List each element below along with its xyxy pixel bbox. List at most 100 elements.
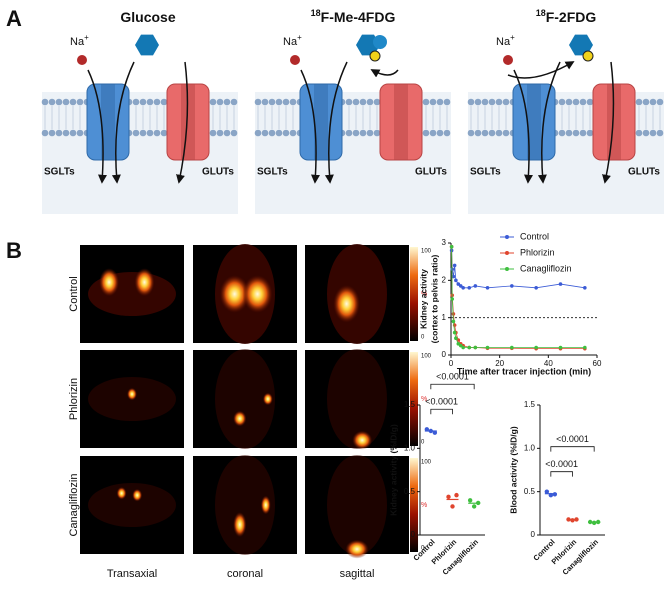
sglt-core <box>101 84 115 160</box>
data-point <box>467 498 473 503</box>
lipid-head <box>146 129 154 137</box>
lipid-head <box>366 98 374 106</box>
radio-symbol <box>369 50 381 62</box>
data-point <box>534 345 538 350</box>
lipid-head <box>495 129 503 137</box>
uptake-spot <box>352 430 373 450</box>
lipid-head <box>495 98 503 106</box>
lipid-head <box>422 98 430 106</box>
data-point <box>451 274 456 279</box>
data-point <box>591 520 597 526</box>
lipid-head <box>146 98 154 106</box>
data-point <box>450 504 455 509</box>
data-point <box>456 282 461 286</box>
lipid-head <box>642 129 650 137</box>
lipid-head <box>481 129 489 137</box>
panel-title: 18F-2FDG <box>536 8 597 24</box>
data-point <box>595 519 601 525</box>
row-label: Control <box>68 276 80 311</box>
ion-name: Na <box>283 36 298 48</box>
lipid-head <box>76 98 84 106</box>
transport-arrow <box>324 61 348 184</box>
glut-core <box>607 84 621 160</box>
legend-label: Control <box>520 231 549 241</box>
y-tick-label: 0 <box>411 530 416 539</box>
lipid-head <box>261 98 269 106</box>
data-point <box>475 500 481 506</box>
lipid-head <box>209 98 217 106</box>
lipid-head <box>352 98 360 106</box>
lipid-head <box>359 98 367 106</box>
lipid-head <box>69 129 77 137</box>
lipid-head <box>558 98 566 106</box>
sglt-core <box>314 84 328 160</box>
data-point <box>458 343 463 348</box>
lipid-head <box>268 129 276 137</box>
data-point <box>451 312 456 316</box>
data-point <box>467 345 472 350</box>
uptake-spot <box>132 488 143 502</box>
glucose-hexagon <box>135 34 159 56</box>
row-label: Canagliflozin <box>68 474 80 537</box>
body-outline <box>215 455 275 555</box>
y-tick-label: 0.5 <box>524 487 536 496</box>
panel-label: B <box>6 238 22 263</box>
lipid-head <box>153 129 161 137</box>
colorbar-max: 100 <box>421 354 432 360</box>
body-outline <box>215 349 275 449</box>
y-tick-label: 1.5 <box>404 400 416 409</box>
uptake-spot <box>134 268 155 297</box>
transporter-label: GLUTs <box>202 167 234 178</box>
ion-name: Na <box>496 36 511 48</box>
significance-bracket <box>430 383 475 390</box>
lipid-head <box>572 98 580 106</box>
ion-charge: + <box>297 33 302 42</box>
lipid-head <box>62 98 70 106</box>
transporter-label: SGLTs <box>257 167 288 178</box>
lipid-head <box>649 98 657 106</box>
uptake-spot <box>219 275 250 313</box>
lipid-head <box>586 129 594 137</box>
lipid-head <box>429 98 437 106</box>
methyl-group <box>373 35 387 49</box>
lipid-head <box>230 98 238 106</box>
data-point <box>473 345 478 350</box>
legend-label: Phlorizin <box>520 247 555 257</box>
ion-label: Na+ <box>70 33 89 48</box>
data-point <box>467 286 472 290</box>
lipid-head <box>635 129 643 137</box>
title-superscript: 18 <box>311 8 321 18</box>
data-point <box>452 330 457 335</box>
x-tick-label: 20 <box>495 359 504 368</box>
lipid-head <box>69 98 77 106</box>
data-point <box>449 244 454 249</box>
lipid-head <box>635 98 643 106</box>
lipid-head <box>422 129 430 137</box>
lipid-head <box>345 98 353 106</box>
significance-bracket <box>550 471 573 477</box>
lipid-head <box>254 129 262 137</box>
colorbar-max: 100 <box>421 460 432 466</box>
lipid-head <box>586 98 594 106</box>
colorbar <box>410 458 418 552</box>
significance-label: <0.0001 <box>436 372 469 382</box>
data-point <box>510 284 514 288</box>
panel-title: 18F-Me-4FDG <box>311 8 396 24</box>
data-point <box>454 492 459 498</box>
lipid-head <box>132 129 140 137</box>
significance-label: <0.0001 <box>425 397 458 407</box>
transport-arrow <box>602 61 615 184</box>
lipid-head <box>373 129 381 137</box>
x-axis-label: Time after tracer injection (min) <box>457 366 591 376</box>
lipid-head <box>572 129 580 137</box>
ion-label: Na+ <box>283 33 302 48</box>
colorbar-unit: % <box>421 396 427 403</box>
colorbar-min: 0 <box>421 440 425 446</box>
sodium-ion <box>77 55 87 65</box>
y-tick-label: 1.0 <box>404 443 416 452</box>
colorbar-unit: % <box>421 291 427 298</box>
lipid-head <box>275 98 283 106</box>
lipid-head <box>345 129 353 137</box>
lipid-head <box>481 98 489 106</box>
glut-core <box>394 84 408 160</box>
